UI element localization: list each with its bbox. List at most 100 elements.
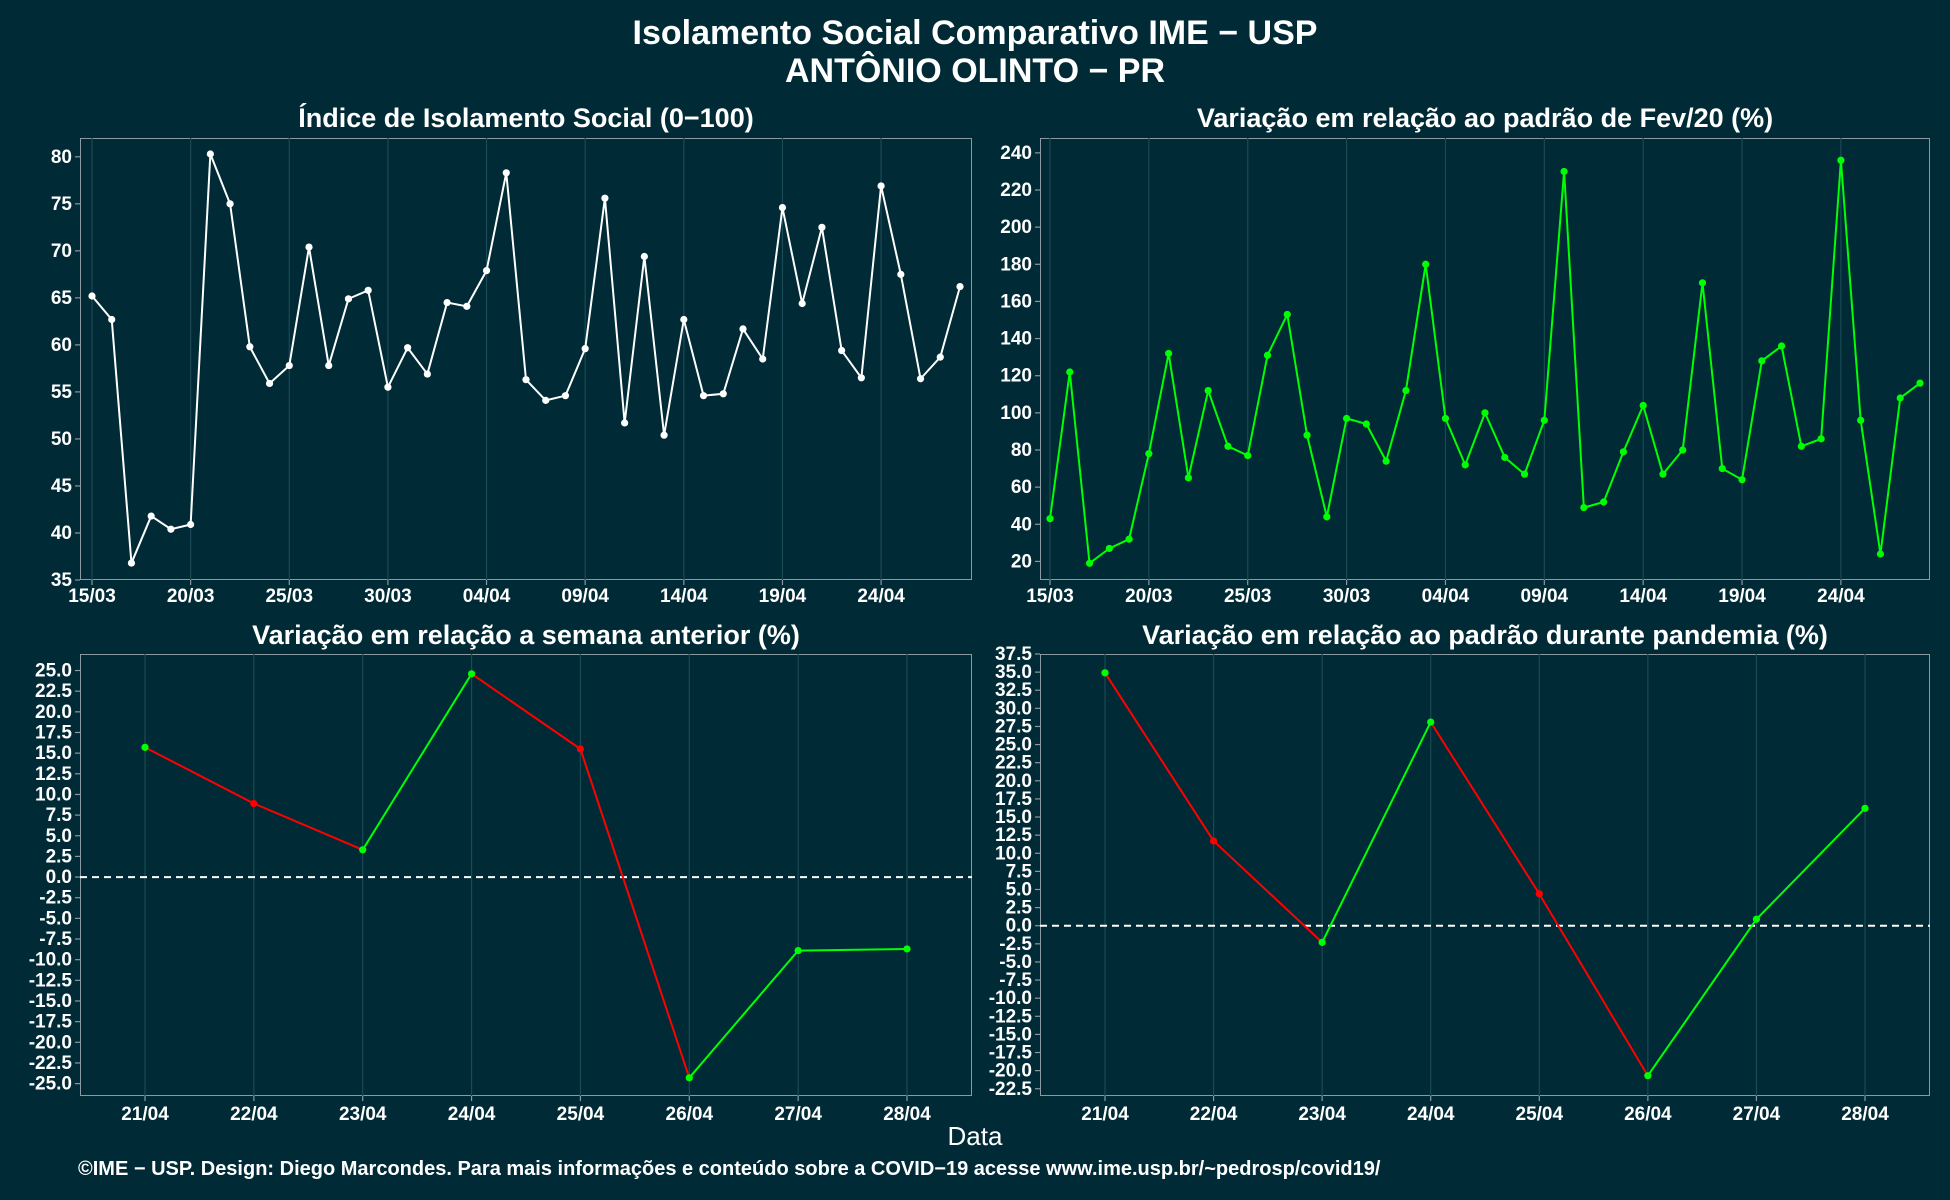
y-tick-label: 60 [51, 335, 72, 356]
data-point [1165, 349, 1173, 358]
data-point [542, 396, 550, 404]
data-point [936, 353, 944, 361]
panel-title-isolamento: Índice de Isolamento Social (0−100) [298, 103, 754, 133]
data-point [1184, 474, 1193, 482]
data-point [1520, 470, 1529, 478]
data-point [1105, 544, 1113, 553]
y-tick-label: -25.0 [29, 1074, 72, 1095]
data-point [621, 419, 629, 427]
panel-title-pandemia: Variação em relação ao padrão durante pa… [1142, 620, 1828, 650]
y-tick-label: 12.5 [35, 764, 72, 785]
data-point [325, 361, 333, 370]
series-segment [471, 673, 581, 750]
data-point [798, 299, 806, 308]
data-point [206, 150, 214, 158]
series-segment [1647, 918, 1758, 1077]
data-point [1679, 446, 1687, 454]
y-tick-label: 20 [1011, 551, 1032, 572]
x-tick-label: 15/03 [1026, 586, 1074, 607]
y-tick-label: -2.5 [39, 888, 72, 909]
y-tick-label: -22.5 [29, 1053, 73, 1074]
x-tick-label: 09/04 [561, 586, 609, 607]
y-tick-label: -17.5 [29, 1012, 73, 1033]
y-tick-label: 160 [1000, 291, 1032, 312]
y-tick-label: -7.5 [999, 970, 1032, 991]
series-segment [579, 748, 691, 1079]
data-point [1318, 938, 1326, 946]
data-point [1427, 718, 1435, 726]
y-tick-label: 50 [51, 429, 72, 450]
series-segment [1321, 721, 1432, 943]
data-point [838, 346, 846, 355]
data-point [1896, 394, 1904, 402]
series-segment [1755, 807, 1866, 920]
data-point [1085, 559, 1094, 567]
series-segment [253, 802, 364, 851]
y-tick-label: 20.0 [995, 771, 1032, 792]
data-point [680, 315, 688, 324]
data-point [1046, 515, 1054, 523]
data-point [1422, 260, 1430, 268]
y-tick-label: 75 [51, 194, 73, 215]
y-tick-label: 10.0 [995, 843, 1032, 864]
data-point [1817, 435, 1825, 443]
data-point [1659, 470, 1667, 478]
y-tick-label: -22.5 [989, 1079, 1033, 1100]
data-point [141, 743, 149, 751]
data-point [640, 252, 648, 261]
data-point [1644, 1072, 1652, 1080]
y-tick-label: 20.0 [35, 702, 72, 723]
data-point [1362, 420, 1370, 428]
y-tick-label: 240 [1000, 143, 1032, 164]
x-tick-label: 19/04 [759, 586, 807, 607]
x-tick-label: 24/04 [1817, 586, 1865, 607]
data-point [359, 846, 367, 854]
y-tick-label: 0.0 [1006, 916, 1032, 937]
data-point [576, 745, 585, 753]
data-point [344, 295, 353, 303]
y-tick-label: -12.5 [29, 970, 73, 991]
data-point [1461, 461, 1469, 469]
series-segment [798, 947, 908, 952]
x-tick-label: 20/03 [1125, 586, 1173, 607]
y-tick-label: 180 [1000, 254, 1032, 275]
data-point [1263, 351, 1272, 359]
y-tick-label: -5.0 [999, 952, 1032, 973]
chart-subtitle: ANTÔNIO OLINTO − PR [784, 52, 1165, 90]
y-tick-label: 100 [1000, 403, 1032, 424]
data-point [108, 315, 116, 324]
data-point [1619, 448, 1628, 456]
data-point [1441, 414, 1450, 423]
panel-title-semana-anterior: Variação em relação a semana anterior (%… [252, 620, 800, 650]
data-point [423, 370, 431, 378]
data-point [443, 298, 451, 307]
data-point [167, 525, 175, 533]
data-point [127, 559, 136, 567]
data-point [250, 799, 258, 808]
data-point [778, 203, 787, 212]
data-point [1535, 890, 1543, 898]
data-point [1540, 416, 1548, 424]
y-tick-label: 140 [1000, 329, 1032, 350]
y-tick-label: 55 [51, 382, 73, 403]
y-tick-label: -20.0 [29, 1032, 72, 1053]
x-tick-label: 27/04 [774, 1104, 822, 1125]
y-tick-label: 37.5 [995, 644, 1032, 665]
data-point [897, 270, 905, 278]
y-tick-label: 7.5 [46, 805, 73, 826]
data-point [1738, 476, 1746, 484]
data-point [903, 945, 911, 953]
data-point [1204, 386, 1212, 395]
series-line [1049, 160, 1921, 566]
x-tick-label: 14/04 [1619, 586, 1667, 607]
data-point [364, 286, 372, 294]
data-point [1857, 416, 1865, 424]
data-point [1718, 464, 1726, 473]
series-segment [1429, 721, 1541, 895]
data-point [818, 223, 826, 231]
x-tick-label: 26/04 [1624, 1104, 1672, 1125]
y-tick-label: 5.0 [46, 826, 72, 847]
data-point [246, 343, 254, 351]
data-point [759, 355, 767, 363]
